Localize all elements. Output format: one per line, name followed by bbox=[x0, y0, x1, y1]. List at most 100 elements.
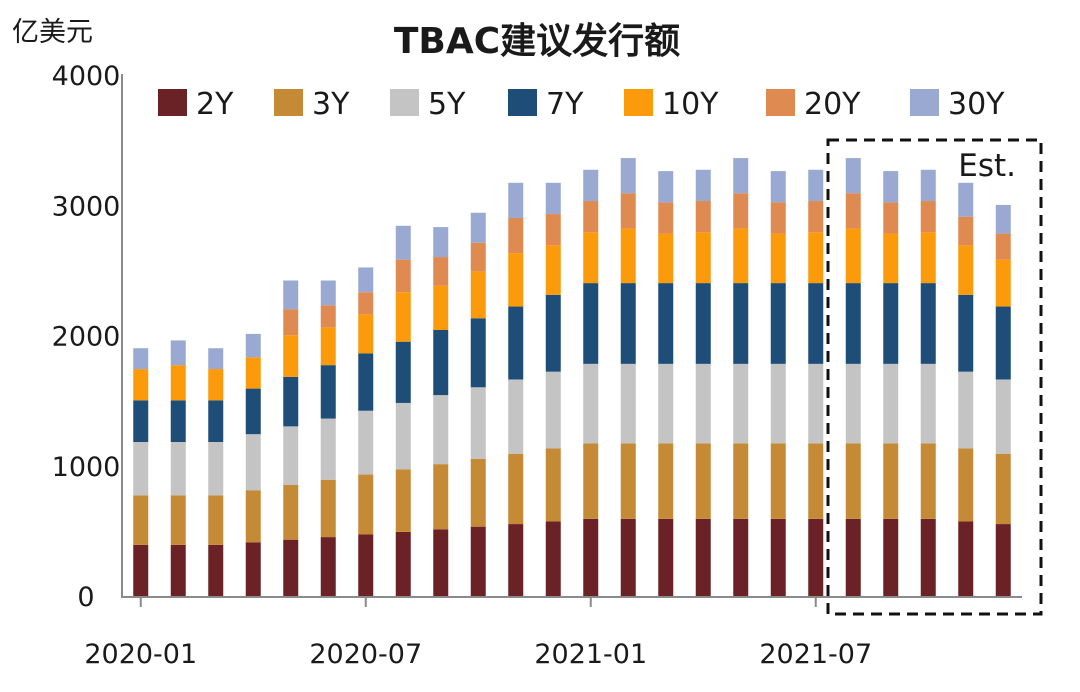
bar-segment-7y bbox=[433, 329, 449, 396]
bar-segment-7y bbox=[995, 306, 1011, 380]
bar-segment-30y bbox=[470, 212, 486, 243]
bar-segment-5y bbox=[170, 442, 186, 496]
legend-swatch-10y bbox=[624, 89, 653, 116]
legend-swatch-3y bbox=[274, 89, 303, 116]
bar-segment-7y bbox=[395, 341, 411, 403]
bar-segment-30y bbox=[733, 158, 749, 194]
bar-segment-2y bbox=[808, 518, 824, 597]
bar-segment-5y bbox=[358, 410, 374, 475]
bar-segment-20y bbox=[733, 193, 749, 229]
bar-segment-10y bbox=[583, 232, 599, 284]
bar-segment-20y bbox=[995, 233, 1011, 260]
bar-segment-2y bbox=[433, 529, 449, 597]
bar-segment-10y bbox=[620, 228, 636, 284]
bar-segment-30y bbox=[658, 171, 674, 203]
bar-segment-5y bbox=[433, 395, 449, 465]
estimate-label: Est. bbox=[958, 148, 1016, 184]
x-tick-label: 2021-01 bbox=[534, 639, 647, 670]
bar-segment-10y bbox=[883, 233, 899, 284]
bar-segment-2y bbox=[695, 518, 711, 597]
legend-label-2y: 2Y bbox=[196, 87, 234, 122]
bar-segment-5y bbox=[658, 363, 674, 444]
bar-segment-5y bbox=[545, 371, 561, 449]
legend-label-10y: 10Y bbox=[662, 87, 719, 122]
bar-segment-10y bbox=[770, 233, 786, 284]
bar-segment-3y bbox=[770, 443, 786, 519]
bar-segment-2y bbox=[245, 542, 261, 597]
bar-segment-3y bbox=[658, 443, 674, 519]
bar-segment-7y bbox=[170, 400, 186, 443]
y-tick-label: 3000 bbox=[52, 191, 121, 222]
bar-segment-3y bbox=[808, 443, 824, 519]
bar-segment-2y bbox=[320, 537, 336, 597]
bar-segment-20y bbox=[808, 201, 824, 233]
legend-swatch-30y bbox=[910, 89, 939, 116]
bar-segment-7y bbox=[545, 294, 561, 372]
bar-segment-3y bbox=[920, 443, 936, 519]
bar-segment-30y bbox=[545, 182, 561, 215]
bar-segment-2y bbox=[733, 518, 749, 597]
legend-label-30y: 30Y bbox=[948, 87, 1005, 122]
legend-swatch-20y bbox=[766, 89, 795, 116]
bar-segment-2y bbox=[920, 518, 936, 597]
bar-segment-2y bbox=[658, 518, 674, 597]
bar-segment-30y bbox=[508, 182, 524, 218]
bar-segment-10y bbox=[170, 365, 186, 401]
bar-segment-10y bbox=[695, 232, 711, 284]
y-unit-label: 亿美元 bbox=[12, 17, 93, 48]
bar-segment-3y bbox=[133, 495, 149, 545]
legend-swatch-2y bbox=[158, 89, 187, 116]
bar-segment-10y bbox=[545, 245, 561, 295]
bar-segment-5y bbox=[320, 418, 336, 480]
bar-segment-10y bbox=[658, 233, 674, 284]
bar-segment-30y bbox=[133, 348, 149, 370]
x-tick-label: 2020-01 bbox=[84, 639, 197, 670]
bar-segment-3y bbox=[733, 443, 749, 519]
bar-segment-10y bbox=[208, 369, 224, 401]
bar-segment-10y bbox=[133, 369, 149, 401]
bar-segment-7y bbox=[283, 376, 299, 427]
bar-segment-7y bbox=[320, 365, 336, 419]
bar-segment-3y bbox=[245, 490, 261, 543]
bar-segment-7y bbox=[470, 318, 486, 388]
bar-segment-30y bbox=[245, 333, 261, 358]
bar-segment-30y bbox=[583, 169, 599, 202]
bar-segment-10y bbox=[958, 245, 974, 295]
bar-segment-30y bbox=[358, 267, 374, 293]
bar-segment-10y bbox=[395, 292, 411, 342]
bar-segment-7y bbox=[508, 306, 524, 380]
bar-segment-2y bbox=[470, 526, 486, 597]
bar-segment-2y bbox=[545, 521, 561, 597]
y-tick-label: 0 bbox=[77, 582, 94, 613]
bar-segment-7y bbox=[808, 283, 824, 364]
bar-segment-10y bbox=[508, 253, 524, 307]
bar-segment-3y bbox=[358, 474, 374, 535]
bar-segment-7y bbox=[620, 283, 636, 364]
legend-swatch-5y bbox=[390, 89, 419, 116]
bar-segment-30y bbox=[320, 280, 336, 306]
bar-segment-5y bbox=[695, 363, 711, 444]
x-tick-label: 2020-07 bbox=[309, 639, 422, 670]
bar-segment-5y bbox=[395, 402, 411, 470]
bar-segment-30y bbox=[995, 204, 1011, 234]
bar-segment-20y bbox=[283, 309, 299, 336]
bar-segment-3y bbox=[283, 484, 299, 540]
bar-segment-20y bbox=[395, 259, 411, 293]
bar-segment-3y bbox=[845, 443, 861, 519]
bar-segment-3y bbox=[583, 443, 599, 519]
bar-segment-3y bbox=[320, 479, 336, 538]
bar-segment-30y bbox=[845, 158, 861, 194]
bar-segment-2y bbox=[770, 518, 786, 597]
bar-segment-5y bbox=[808, 363, 824, 444]
bar-segment-20y bbox=[695, 201, 711, 233]
bar-segment-10y bbox=[995, 259, 1011, 307]
bar-segment-2y bbox=[883, 518, 899, 597]
bar-segment-5y bbox=[133, 442, 149, 496]
bar-segment-20y bbox=[508, 217, 524, 254]
y-tick-label: 4000 bbox=[52, 61, 121, 92]
bar-segment-3y bbox=[545, 448, 561, 522]
bar-segment-5y bbox=[883, 363, 899, 444]
bar-segment-20y bbox=[358, 292, 374, 315]
bar-segment-20y bbox=[883, 202, 899, 234]
bar-segment-2y bbox=[133, 544, 149, 597]
